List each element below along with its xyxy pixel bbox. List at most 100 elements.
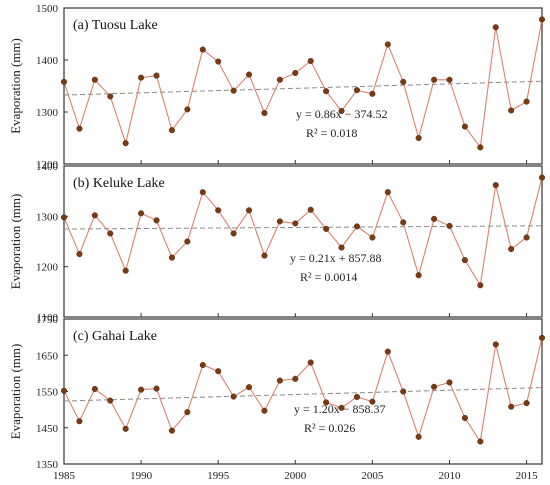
data-point <box>323 225 330 232</box>
data-point <box>353 87 361 94</box>
data-point <box>508 107 515 114</box>
data-point <box>538 334 546 341</box>
data-point <box>446 379 453 386</box>
x-tick-label: 1985 <box>53 470 76 482</box>
data-point <box>492 182 499 189</box>
data-point <box>431 215 438 222</box>
data-point <box>492 24 499 31</box>
y-tick-label: 1300 <box>36 107 59 119</box>
data-point <box>199 189 206 196</box>
x-tick-label: 2015 <box>516 470 539 482</box>
data-point <box>122 425 129 432</box>
y-axis-label: Evaporation (mm) <box>8 38 23 134</box>
data-point <box>153 72 160 79</box>
data-point <box>199 361 206 369</box>
y-tick-label: 1200 <box>36 159 59 171</box>
data-point <box>153 217 160 224</box>
panel-2: 1100 1200 1300 1400 Evaporation (mm) (b) Kelu… <box>8 161 546 324</box>
data-point <box>184 238 191 245</box>
data-point <box>230 230 237 237</box>
data-point <box>215 207 222 214</box>
data-point <box>307 57 314 65</box>
data-point <box>138 210 145 217</box>
trend-line <box>63 225 543 230</box>
data-point <box>461 414 468 422</box>
data-point <box>138 386 145 393</box>
y-axis-label: Evaporation (mm) <box>8 194 23 290</box>
r-squared: R² = 0.026 <box>304 421 355 435</box>
data-point <box>307 206 314 213</box>
r-squared: R² = 0.018 <box>306 126 357 140</box>
data-point <box>215 58 222 65</box>
y-tick-label: 1450 <box>36 423 59 435</box>
data-point <box>415 134 422 142</box>
series-line <box>63 19 543 149</box>
data-point <box>369 90 376 97</box>
data-point <box>107 397 114 404</box>
data-point <box>292 69 299 77</box>
data-point <box>338 244 345 251</box>
y-tick-label: 1650 <box>36 350 59 362</box>
data-point <box>384 189 391 196</box>
data-point <box>523 98 530 105</box>
y-tick-label: 1400 <box>36 55 59 67</box>
data-point <box>353 223 361 230</box>
data-point <box>477 144 484 151</box>
data-point <box>215 368 222 375</box>
x-tick-label: 1990 <box>130 470 153 482</box>
data-point <box>230 87 237 94</box>
x-tick-label: 2005 <box>361 470 384 482</box>
data-point <box>400 219 407 226</box>
data-point <box>307 359 314 366</box>
y-tick-label: 1100 <box>36 312 58 324</box>
data-point <box>523 234 530 241</box>
data-point <box>384 348 391 355</box>
data-point <box>323 399 330 406</box>
plot-frame <box>63 7 543 165</box>
y-tick-label: 1300 <box>36 211 59 223</box>
panel-title: (b) Keluke Lake <box>73 176 165 191</box>
data-point <box>461 123 468 130</box>
y-tick-label: 1350 <box>36 459 59 471</box>
y-tick-label: 1200 <box>36 262 59 274</box>
data-point <box>199 46 206 53</box>
data-point <box>369 398 376 405</box>
data-point <box>184 409 191 416</box>
x-tick-label: 1995 <box>207 470 230 482</box>
data-point <box>338 404 345 411</box>
data-point <box>508 246 515 253</box>
data-point <box>431 76 438 83</box>
y-tick-label: 1750 <box>36 314 59 326</box>
data-point <box>91 76 98 83</box>
data-point <box>122 140 129 147</box>
data-point <box>338 107 345 115</box>
data-point <box>245 71 253 78</box>
data-point <box>168 254 175 261</box>
data-point <box>76 125 83 132</box>
data-point <box>415 433 422 440</box>
data-point <box>492 341 499 348</box>
panel-title: (c) Gahai Lake <box>73 329 157 344</box>
trend-line <box>63 387 543 402</box>
data-point <box>538 174 546 181</box>
data-point <box>508 403 515 410</box>
data-point <box>184 106 191 113</box>
r-squared: R² = 0.0014 <box>300 270 357 284</box>
data-point <box>168 127 175 134</box>
trend-equation: y = 1.20x − 858.37 <box>294 402 386 416</box>
trend-equation: y = 0.86x − 374.52 <box>296 107 388 121</box>
data-point <box>60 78 68 85</box>
data-point <box>276 218 283 225</box>
trend-equation: y = 0.21x + 857.88 <box>290 251 382 265</box>
data-point <box>76 418 83 425</box>
series-line <box>63 337 543 443</box>
data-point <box>107 230 114 237</box>
data-point <box>153 385 160 392</box>
plot-frame <box>63 165 543 318</box>
data-point <box>461 257 468 264</box>
y-axis-label: Evaporation (mm) <box>8 344 23 440</box>
data-point <box>353 393 361 400</box>
data-point <box>292 375 299 382</box>
data-point <box>168 427 175 434</box>
